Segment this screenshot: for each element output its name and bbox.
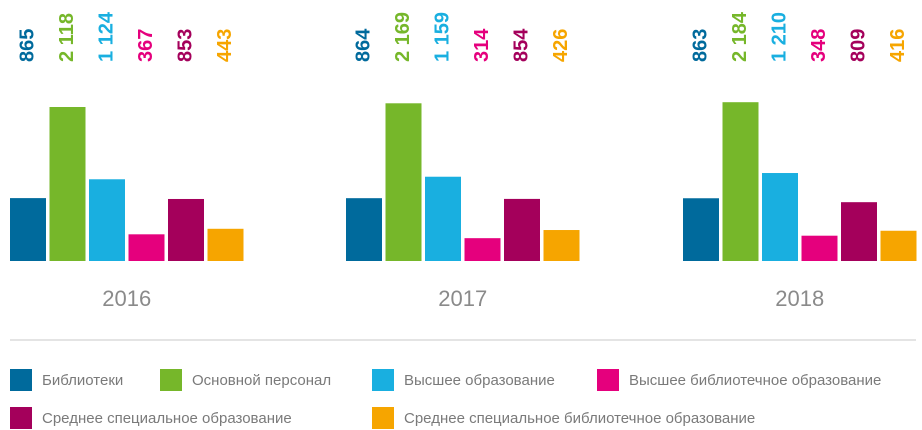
bar <box>89 179 125 261</box>
bar <box>346 198 382 261</box>
bar <box>128 234 165 261</box>
bar <box>10 198 46 261</box>
legend-swatch <box>10 369 32 391</box>
value-label: 864 <box>352 28 374 62</box>
value-label: 2 169 <box>392 12 414 62</box>
value-label: 416 <box>887 29 909 62</box>
value-label: 865 <box>16 29 38 62</box>
legend-label: Библиотеки <box>42 372 123 389</box>
bar <box>425 176 461 261</box>
x-tick-label: 2018 <box>775 286 824 311</box>
x-tick-label: 2017 <box>438 286 487 311</box>
value-label: 854 <box>510 28 532 62</box>
value-label: 1 159 <box>431 12 453 62</box>
bar <box>168 198 204 261</box>
legend-swatch <box>372 407 394 429</box>
value-label: 426 <box>550 29 572 62</box>
value-label: 853 <box>174 29 196 62</box>
value-label: 1 124 <box>95 11 117 62</box>
bar <box>543 230 580 261</box>
value-label: 863 <box>689 29 711 62</box>
legend-swatch <box>160 369 182 391</box>
bar <box>880 230 917 261</box>
value-label: 809 <box>847 29 869 62</box>
legend-label: Основной персонал <box>192 372 331 389</box>
legend-swatch <box>10 407 32 429</box>
value-label: 367 <box>135 29 157 62</box>
bar <box>762 173 798 261</box>
bar <box>464 238 501 261</box>
legend-swatch <box>372 369 394 391</box>
bar <box>722 102 759 261</box>
value-label: 2 184 <box>729 11 751 62</box>
value-label: 2 118 <box>56 13 78 62</box>
bar <box>801 235 838 261</box>
value-label: 314 <box>471 28 493 62</box>
value-label: 443 <box>214 29 236 62</box>
legend-label: Среднее специальное библиотечное образов… <box>404 410 755 427</box>
legend-swatch <box>597 369 619 391</box>
value-label: 348 <box>808 29 830 62</box>
legend-label: Среднее специальное образование <box>42 410 292 427</box>
x-tick-label: 2016 <box>102 286 151 311</box>
bar <box>504 198 540 261</box>
bar <box>841 202 877 261</box>
bar <box>49 107 86 261</box>
legend-label: Высшее образование <box>404 372 555 389</box>
value-label: 1 210 <box>768 12 790 62</box>
bar <box>683 198 719 261</box>
legend-label: Высшее библиотечное образование <box>629 372 881 389</box>
bar <box>385 103 422 262</box>
bar <box>207 228 244 261</box>
